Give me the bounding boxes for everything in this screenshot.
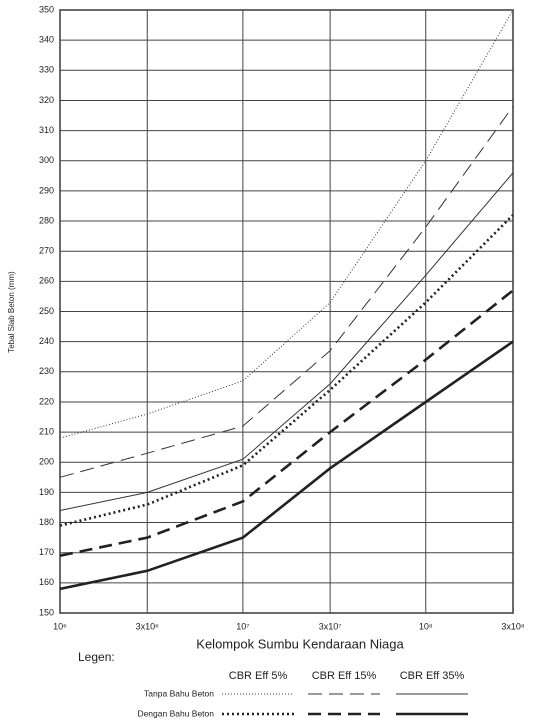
y-tick-label: 320 — [39, 95, 54, 105]
y-tick-label: 290 — [39, 185, 54, 195]
y-tick-label: 200 — [39, 457, 54, 467]
y-tick-label: 310 — [39, 125, 54, 135]
y-tick-label: 220 — [39, 396, 54, 406]
y-tick-label: 240 — [39, 336, 54, 346]
x-axis-label: Kelompok Sumbu Kendaraan Niaga — [196, 636, 404, 651]
y-tick-label: 270 — [39, 246, 54, 256]
y-tick-label: 300 — [39, 155, 54, 165]
y-tick-label: 170 — [39, 547, 54, 557]
data-line — [59, 9, 514, 439]
y-tick-label: 180 — [39, 517, 54, 527]
data-line — [59, 214, 514, 527]
legend-column-header: CBR Eff 35% — [400, 670, 465, 682]
legend-title: Legen: — [78, 650, 115, 664]
x-tick-label: 10⁶ — [53, 621, 67, 631]
y-tick-label: 260 — [39, 276, 54, 286]
y-axis-label: Tebal Slab Beton (mm) — [7, 271, 16, 353]
legend-row-label: Dengan Bahu Beton — [137, 708, 214, 718]
x-tick-label: 3x10⁶ — [136, 621, 160, 631]
y-tick-label: 190 — [39, 487, 54, 497]
y-tick-label: 250 — [39, 306, 54, 316]
data-line — [59, 172, 514, 511]
y-tick-label: 210 — [39, 426, 54, 436]
legend-column-header: CBR Eff 15% — [312, 670, 377, 682]
data-line — [59, 340, 514, 591]
y-tick-label: 340 — [39, 35, 54, 45]
legend-column-header: CBR Eff 5% — [229, 670, 288, 682]
x-tick-label: 3x10⁸ — [501, 621, 525, 631]
x-tick-label: 3x10⁷ — [319, 621, 342, 631]
legend-row-label: Tanpa Bahu Beton — [144, 688, 214, 698]
y-tick-label: 350 — [39, 4, 54, 14]
y-tick-label: 330 — [39, 65, 54, 75]
x-tick-label: 10⁸ — [419, 621, 433, 631]
data-line — [59, 289, 514, 557]
data-line — [59, 106, 514, 478]
y-tick-label: 150 — [39, 607, 54, 617]
y-tick-label: 230 — [39, 366, 54, 376]
y-tick-label: 280 — [39, 215, 54, 225]
y-tick-label: 160 — [39, 577, 54, 587]
x-tick-label: 10⁷ — [236, 621, 249, 631]
